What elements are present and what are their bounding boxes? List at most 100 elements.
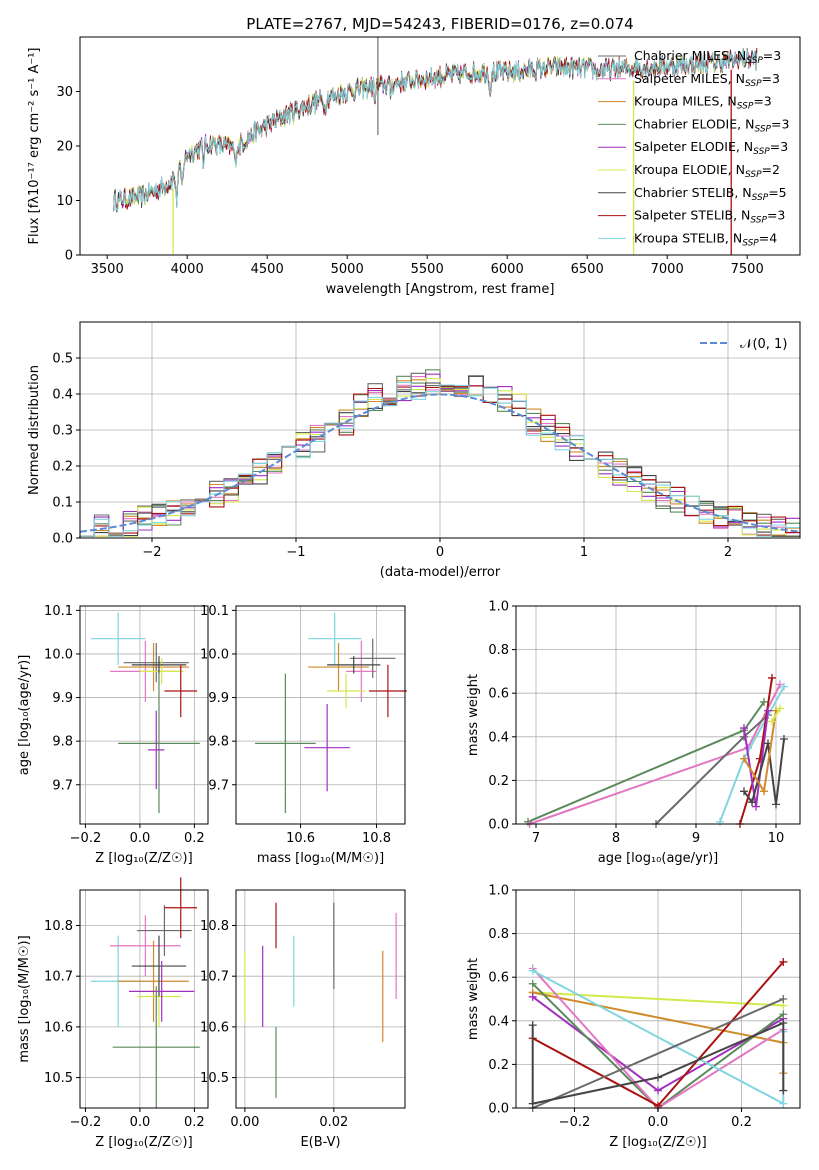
weight-marker-kroupa-miles xyxy=(760,787,768,796)
x-axis-label: E(B-V) xyxy=(300,1135,340,1150)
x-axis-label: age [log₁₀(age/yr)] xyxy=(598,851,719,866)
y-tick-label: 0.3 xyxy=(52,424,73,439)
y-tick-label: 9.7 xyxy=(208,778,229,793)
axes-frame xyxy=(235,889,406,1109)
frame-spectrum: 3500 4000 4500 5000 5500 6000 6500 7000 7500 0 10 2… xyxy=(27,36,801,297)
y-tick-label: 0.2 xyxy=(488,774,509,789)
x-axis-label: (data-model)/error xyxy=(380,565,501,580)
x-tick-label: 0.00 xyxy=(230,1115,259,1130)
weight-line-kroupa-elodie xyxy=(532,991,784,1007)
y-tick-label: 10.7 xyxy=(200,970,229,985)
weight-marker-kroupa-stelib xyxy=(716,817,724,826)
axes-frame xyxy=(79,889,209,1109)
plot-age_vs_Z xyxy=(90,612,200,814)
y-tick-label: 0.6 xyxy=(488,687,509,702)
figure-title: PLATE=2767, MJD=54243, FIBERID=0176, z=0… xyxy=(246,15,633,33)
weight-marker-chabrier-stelib xyxy=(748,798,756,807)
plot-spectrum xyxy=(113,37,758,255)
x-tick-label: 0.2 xyxy=(731,1115,752,1130)
legend-label: Chabrier MILES, NSSP=3 xyxy=(634,48,781,66)
legend-label: Chabrier ELODIE, NSSP=3 xyxy=(634,116,789,134)
x-tick-label: −0.2 xyxy=(559,1115,591,1130)
legend-label: Salpeter MILES, NSSP=3 xyxy=(634,71,780,89)
weight-marker-chabrier-stelib xyxy=(780,734,788,743)
x-tick-label: 0.0 xyxy=(648,1115,669,1130)
y-tick-label: 0.4 xyxy=(52,388,73,403)
weight-marker-salpeter-elodie xyxy=(764,706,772,715)
axes-frame xyxy=(235,605,406,825)
legend-label: 𝒩(0, 1) xyxy=(740,337,787,352)
x-tick-label: 0.2 xyxy=(184,831,205,846)
weight-marker-salpeter-stelib xyxy=(768,673,776,682)
y-tick-label: 0.8 xyxy=(488,927,509,942)
legend: Chabrier MILES, NSSP=3 Salpeter MILES, NS… xyxy=(598,48,789,248)
weight-marker-chabrier-stelib xyxy=(654,1073,662,1082)
weight-marker-kroupa-stelib xyxy=(528,966,537,975)
weight-marker-chabrier-miles xyxy=(779,995,788,1003)
x-tick-label: 10.6 xyxy=(286,831,315,846)
x-tick-label: 6500 xyxy=(571,262,604,277)
legend-label: Kroupa ELODIE, NSSP=2 xyxy=(634,162,780,180)
x-tick-label: 7000 xyxy=(651,262,684,277)
frame-residuals: −2 −1 0 1 2 0.0 0.1 0.2 0.3 0.4 0.5 (data-model)/er… xyxy=(27,321,801,580)
weight-marker-chabrier-elodie xyxy=(760,697,768,706)
y-tick-label: 0 xyxy=(65,249,73,264)
x-tick-label: 0.0 xyxy=(130,1115,151,1130)
frame-weight_vs_Z: −0.2 0.0 0.2 0.0 0.2 0.4 0.6 0.8 1.0 Z [log₁₀(Z/Z… xyxy=(466,884,801,1150)
weight-line-kroupa-elodie xyxy=(771,707,781,723)
weight-marker-salpeter-elodie xyxy=(528,992,537,1001)
y-axis-label: mass weight xyxy=(466,674,481,756)
weight-marker-chabrier-stelib xyxy=(528,1021,537,1030)
x-tick-label: 3500 xyxy=(91,262,124,277)
weight-marker-kroupa-stelib xyxy=(780,682,788,691)
y-tick-label: 10.7 xyxy=(44,970,73,985)
x-tick-label: −2 xyxy=(142,545,161,560)
x-tick-label: 7 xyxy=(532,831,540,846)
x-tick-label: 0.02 xyxy=(319,1115,348,1130)
axes-frame xyxy=(515,605,801,825)
legend-label: Chabrier STELIB, NSSP=5 xyxy=(634,185,787,203)
weight-marker-salpeter-elodie xyxy=(752,802,760,811)
weight-marker-chabrier-elodie xyxy=(528,979,537,988)
axes-age_vs_Z xyxy=(80,606,208,824)
y-tick-label: 1.0 xyxy=(488,884,509,899)
y-tick-label: 20 xyxy=(56,140,73,155)
weight-marker-salpeter-elodie xyxy=(740,724,748,733)
histogram-kroupa-stelib xyxy=(79,382,800,538)
y-tick-label: 0.0 xyxy=(488,1102,509,1117)
y-tick-label: 30 xyxy=(56,85,73,100)
y-tick-label: 1.0 xyxy=(488,600,509,615)
plot-weight_vs_age xyxy=(524,673,788,828)
x-tick-label: 0 xyxy=(436,545,444,560)
frame-mass_vs_ebv: 0.00 0.02 10.5 10.6 10.7 10.8 E(B-V) xyxy=(200,889,406,1150)
weight-marker-chabrier-stelib xyxy=(528,1099,537,1108)
weight-marker-kroupa-stelib xyxy=(779,1099,788,1108)
x-tick-label: 1 xyxy=(580,545,588,560)
x-tick-label: 7500 xyxy=(731,262,764,277)
weight-line-chabrier-miles xyxy=(532,998,784,1109)
y-axis-label: Normed distribution xyxy=(27,365,42,495)
frame-weight_vs_age: 7 8 9 10 0.0 0.2 0.4 0.6 0.8 1.0 age [log₁₀(age/yr… xyxy=(466,600,801,866)
weight-line-chabrier-elodie xyxy=(527,701,765,823)
plot-residuals xyxy=(79,369,801,538)
y-tick-label: 10.1 xyxy=(44,604,73,619)
weight-marker-kroupa-miles xyxy=(740,754,748,763)
frame-age_vs_Z: −0.2 0.0 0.2 9.7 9.8 9.9 10.0 10.1 Z [log₁₀(Z/Z☉… xyxy=(17,604,209,866)
x-axis-label: mass [log₁₀(M/M☉)] xyxy=(257,851,384,866)
weight-marker-salpeter-elodie xyxy=(654,1086,662,1095)
weight-marker-chabrier-stelib xyxy=(740,787,748,796)
x-tick-label: 4500 xyxy=(251,262,284,277)
y-tick-label: 10.5 xyxy=(200,1071,229,1086)
axes-mass_vs_Z xyxy=(80,890,208,1108)
y-axis-label: age [log₁₀(age/yr)] xyxy=(17,655,32,776)
x-tick-label: 9 xyxy=(692,831,700,846)
y-tick-label: 0.5 xyxy=(52,352,73,367)
x-tick-label: 6000 xyxy=(491,262,524,277)
y-tick-label: 10 xyxy=(56,194,73,209)
frame-mass_vs_Z: −0.2 0.0 0.2 10.5 10.6 10.7 10.8 Z [log₁₀(Z/Z☉)… xyxy=(17,889,209,1150)
axes-age_vs_mass xyxy=(236,606,405,824)
y-axis-label: Flux [fλ10⁻¹⁷ erg cm⁻² s⁻¹ A⁻¹] xyxy=(27,48,42,245)
weight-marker-chabrier-stelib xyxy=(779,1018,788,1027)
y-axis-label: mass [log₁₀(M/M☉)] xyxy=(17,935,32,1062)
